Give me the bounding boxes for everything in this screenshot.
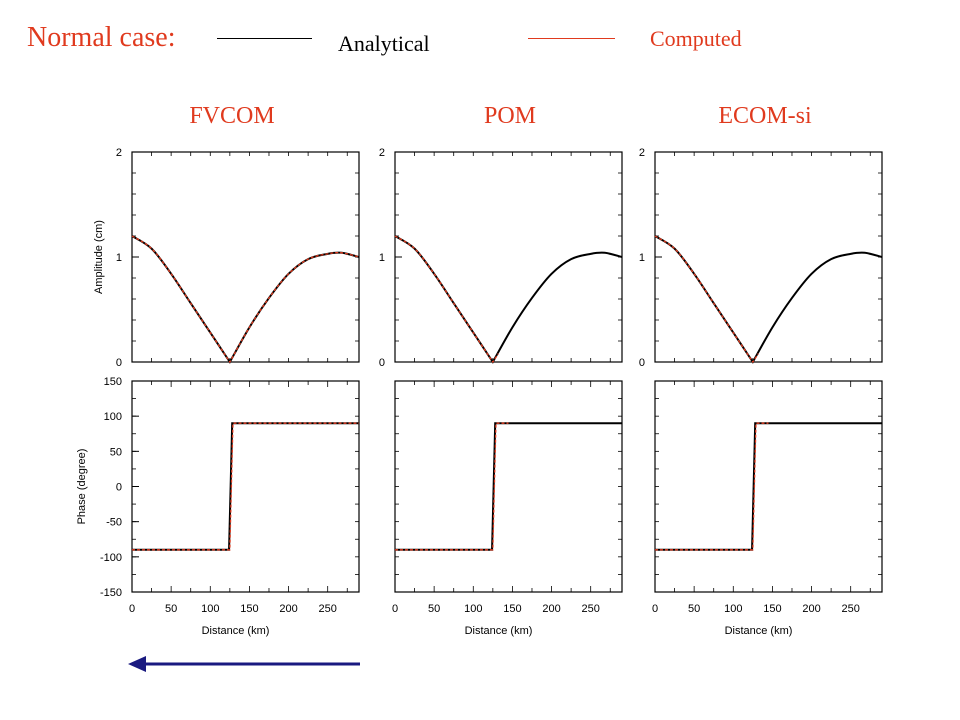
chart-phase-pom-xtick-label: 50 xyxy=(428,603,440,615)
chart-phase-pom-frame xyxy=(394,380,623,593)
chart-phase-fvcom-series-computed xyxy=(132,422,359,551)
chart-amplitude-fvcom-frame xyxy=(131,151,360,363)
chart-amplitude-fvcom-ytick-label: 1 xyxy=(116,252,122,264)
legend-computed-label: Computed xyxy=(650,26,742,51)
chart-phase-pom-xtick-label: 100 xyxy=(464,603,482,615)
left-arrow-icon xyxy=(128,656,360,672)
chart-phase-pom-xtick-label: 150 xyxy=(503,603,521,615)
chart-amplitude-fvcom-series-analytical xyxy=(131,235,360,364)
chart-amplitude-ecom-si-ytick-label: 0 xyxy=(639,357,645,369)
chart-phase-fvcom-ytick-label: 150 xyxy=(104,376,122,388)
chart-phase-pom-xtick-label: 250 xyxy=(582,603,600,615)
chart-phase-fvcom-xlabel: Distance (km) xyxy=(202,625,270,637)
panel-title-pom: POM xyxy=(483,103,537,129)
chart-phase-ecom-si-xtick-label: 150 xyxy=(763,603,781,615)
chart-phase-fvcom-xtick-label: 150 xyxy=(240,603,258,615)
chart-phase-ecom-si-series-computed xyxy=(655,422,769,551)
chart-phase-fvcom-ytick-label: -50 xyxy=(106,517,122,529)
chart-amplitude-fvcom-series-computed xyxy=(131,235,360,364)
chart-amplitude-pom-series-computed xyxy=(394,235,499,364)
chart-phase-ecom-si-series-analytical xyxy=(655,422,882,551)
chart-amplitude-ecom-si-series-analytical xyxy=(654,235,883,364)
chart-phase-ecom-si-frame xyxy=(654,380,883,593)
chart-amplitude-ecom-si-series-computed xyxy=(654,235,759,364)
chart-phase-fvcom-xtick-label: 50 xyxy=(165,603,177,615)
chart-phase-ecom-si-xtick-label: 200 xyxy=(802,603,820,615)
chart-amplitude-pom-ytick-label: 1 xyxy=(379,252,385,264)
legend-analytical-label: Analytical xyxy=(338,31,430,56)
legend-analytical-swatch xyxy=(217,38,312,39)
chart-phase-fvcom-ytick-label: -150 xyxy=(100,587,122,599)
chart-amplitude-pom-ytick-label: 2 xyxy=(379,147,385,159)
chart-phase-ecom-si-xtick-label: 0 xyxy=(652,603,658,615)
chart-amplitude-fvcom-ylabel: Amplitude (cm) xyxy=(93,220,105,294)
chart-phase-fvcom-ylabel: Phase (degree) xyxy=(76,449,88,525)
chart-phase-fvcom-ytick-label: 100 xyxy=(104,411,122,423)
chart-phase-fvcom-ytick-label: -100 xyxy=(100,552,122,564)
chart-amplitude-fvcom-ytick-label: 2 xyxy=(116,147,122,159)
chart-amplitude-pom-ytick-label: 0 xyxy=(379,357,385,369)
chart-phase-fvcom-xtick-label: 200 xyxy=(279,603,297,615)
chart-amplitude-ecom-si-frame xyxy=(654,151,883,363)
panel-title-ecom-si: ECOM-si xyxy=(718,103,812,129)
chart-phase-fvcom-ytick-label: 50 xyxy=(110,446,122,458)
chart-amplitude-pom-frame xyxy=(394,151,623,363)
chart-phase-ecom-si-xtick-label: 50 xyxy=(688,603,700,615)
panel-title-fvcom: FVCOM xyxy=(189,103,275,129)
chart-phase-pom-xtick-label: 0 xyxy=(392,603,398,615)
chart-phase-pom-xtick-label: 200 xyxy=(542,603,560,615)
chart-amplitude-ecom-si-ytick-label: 1 xyxy=(639,252,645,264)
page-title: Normal case: xyxy=(27,22,176,53)
legend-computed-swatch xyxy=(528,38,615,39)
chart-phase-pom-series-computed xyxy=(395,422,509,551)
chart-phase-pom-series-analytical xyxy=(395,422,622,551)
chart-phase-ecom-si-xtick-label: 250 xyxy=(842,603,860,615)
chart-amplitude-pom-series-analytical xyxy=(394,235,623,364)
chart-phase-ecom-si-xlabel: Distance (km) xyxy=(725,625,793,637)
chart-phase-ecom-si-xtick-label: 100 xyxy=(724,603,742,615)
chart-phase-fvcom-xtick-label: 250 xyxy=(319,603,337,615)
chart-phase-fvcom-series-analytical xyxy=(132,422,359,551)
chart-phase-fvcom-xtick-label: 100 xyxy=(201,603,219,615)
chart-amplitude-ecom-si-ytick-label: 2 xyxy=(639,147,645,159)
chart-phase-pom-xlabel: Distance (km) xyxy=(465,625,533,637)
chart-phase-fvcom-ytick-label: 0 xyxy=(116,482,122,494)
chart-amplitude-fvcom-ytick-label: 0 xyxy=(116,357,122,369)
chart-phase-fvcom-xtick-label: 0 xyxy=(129,603,135,615)
chart-phase-fvcom-frame xyxy=(131,380,360,593)
